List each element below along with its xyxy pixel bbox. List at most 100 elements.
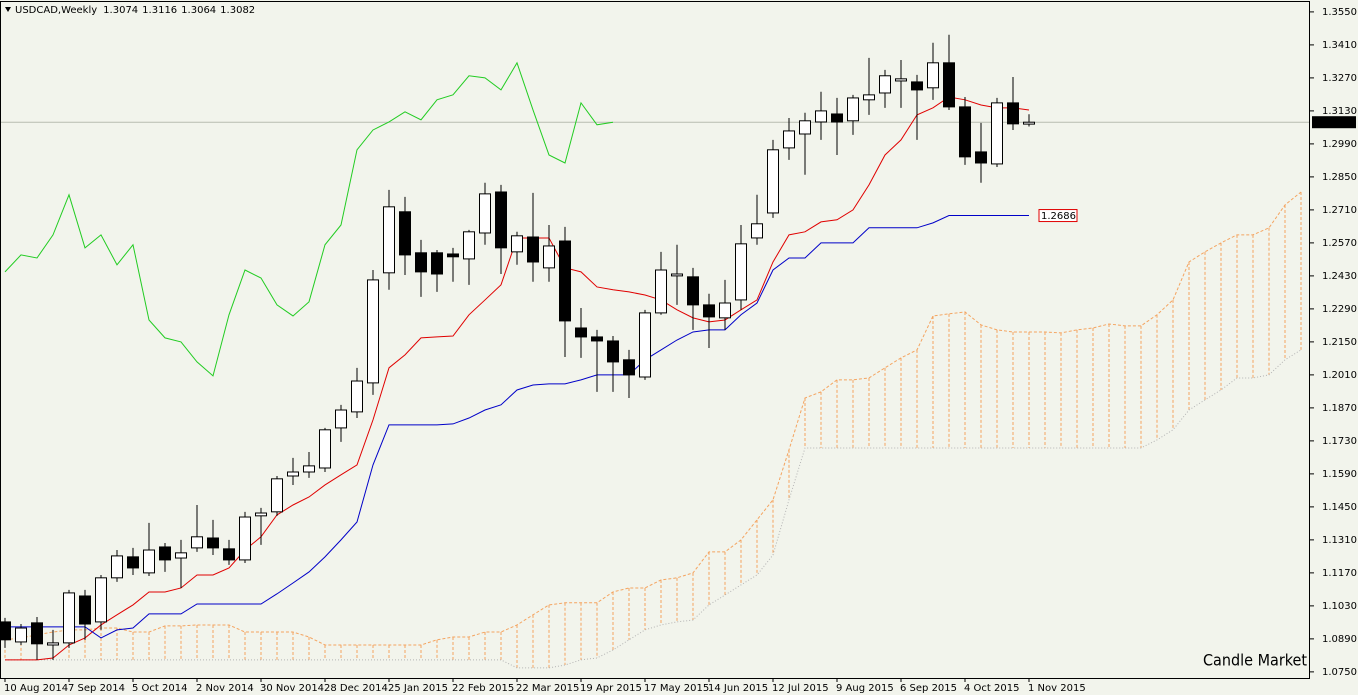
candle-body (671, 273, 683, 277)
candle-body (79, 595, 91, 625)
line-value-tag (1038, 209, 1078, 223)
candle-body (511, 235, 523, 253)
price-tag (1312, 116, 1356, 129)
candle-body (431, 252, 443, 275)
candle-body (1023, 121, 1035, 125)
y-tick-label: 1.2990 (1322, 139, 1357, 150)
candle-body (303, 465, 315, 473)
y-tick-label: 1.2850 (1322, 172, 1357, 183)
candle-body (383, 206, 395, 274)
y-tick-label: 1.1590 (1322, 469, 1357, 480)
y-tick-label: 1.2710 (1322, 205, 1357, 216)
candle-body (927, 62, 939, 89)
x-tick-label: 17 May 2015 (644, 683, 709, 694)
y-tick-label: 1.1450 (1322, 502, 1357, 513)
candle-body (1007, 102, 1019, 125)
candle-body (687, 276, 699, 306)
y-tick-label: 1.3410 (1322, 40, 1357, 51)
y-tick-label: 1.0750 (1322, 667, 1357, 678)
candle-body (207, 537, 219, 549)
candle-body (335, 409, 347, 429)
x-tick-label: 7 Sep 2014 (68, 683, 125, 694)
y-tick-label: 1.3130 (1322, 106, 1357, 117)
candle-body (495, 191, 507, 249)
chart-title: USDCAD,Weekly 1.3074 1.3116 1.3064 1.3082 (15, 5, 255, 16)
candle-body (239, 516, 251, 561)
price-tag-label: 1.3082 (1320, 118, 1355, 129)
candle-body (703, 304, 715, 318)
candle-body (735, 243, 747, 301)
title-symbol: USDCAD,Weekly (15, 5, 97, 16)
candle-body (783, 130, 795, 149)
y-tick-label: 1.3550 (1322, 7, 1357, 18)
y-tick-label: 1.2150 (1322, 337, 1357, 348)
y-tick-label: 1.1730 (1322, 436, 1357, 447)
x-tick-label: 28 Dec 2014 (324, 683, 388, 694)
candle-body (191, 536, 203, 549)
x-tick-label: 14 Jun 2015 (708, 683, 768, 694)
x-tick-label: 22 Feb 2015 (452, 683, 514, 694)
y-tick-label: 1.2570 (1322, 238, 1357, 249)
x-tick-label: 30 Nov 2014 (260, 683, 324, 694)
candle-body (95, 577, 107, 623)
candle-body (399, 211, 411, 256)
candle-body (559, 240, 571, 322)
menu-arrow (5, 7, 11, 12)
candle-body (879, 75, 891, 94)
plot-frame (0, 1, 1310, 679)
candle-body (991, 102, 1003, 165)
y-tick-label: 1.2430 (1322, 271, 1357, 282)
candle-body (319, 429, 331, 469)
y-tick-label: 1.3270 (1322, 73, 1357, 84)
line-value-label: 1.2686 (1041, 211, 1076, 222)
candle-body (607, 340, 619, 363)
y-tick-label: 1.2010 (1322, 370, 1357, 381)
candle-body (47, 642, 59, 646)
y-tick-label: 1.0890 (1322, 634, 1357, 645)
x-tick-label: 5 Oct 2014 (132, 683, 187, 694)
candle-body (767, 149, 779, 214)
candle-body (127, 556, 139, 569)
plot-area (0, 34, 1310, 669)
candle-body (959, 106, 971, 158)
x-tick-label: 9 Aug 2015 (836, 683, 894, 694)
x-tick-label: 10 Aug 2014 (4, 683, 68, 694)
candle-body (943, 62, 955, 108)
candle-body (543, 245, 555, 269)
title-open: 1.3074 (103, 5, 138, 16)
watermark: Candle Market (1203, 651, 1307, 670)
x-tick-label: 19 Apr 2015 (580, 683, 642, 694)
candle-body (831, 113, 843, 123)
candle-body (847, 97, 859, 122)
candle-body (111, 555, 123, 579)
candle-body (255, 512, 267, 517)
candle-body (0, 621, 11, 641)
title-close: 1.3082 (220, 5, 255, 16)
y-tick-label: 1.1310 (1322, 535, 1357, 546)
candle-body (31, 622, 43, 645)
candle-body (655, 269, 667, 314)
candle-body (415, 252, 427, 273)
candle-body (639, 312, 651, 378)
cloud-lower (5, 349, 1302, 669)
candle-body (863, 94, 875, 101)
candle-body (895, 78, 907, 82)
candle-body (479, 193, 491, 234)
candle-body (463, 231, 475, 260)
y-tick-label: 1.2290 (1322, 304, 1357, 315)
candle-body (751, 223, 763, 239)
x-tick-label: 2 Nov 2014 (196, 683, 254, 694)
x-tick-label: 22 Mar 2015 (516, 683, 579, 694)
candle-body (447, 253, 459, 258)
y-tick-label: 1.1030 (1322, 601, 1357, 612)
indicator-line (4, 61, 614, 377)
candle-body (287, 471, 299, 477)
candle-body (911, 81, 923, 91)
x-tick-label: 12 Jul 2015 (772, 683, 829, 694)
x-tick-label: 6 Sep 2015 (900, 683, 957, 694)
candle-body (527, 236, 539, 263)
candle-body (15, 627, 27, 643)
